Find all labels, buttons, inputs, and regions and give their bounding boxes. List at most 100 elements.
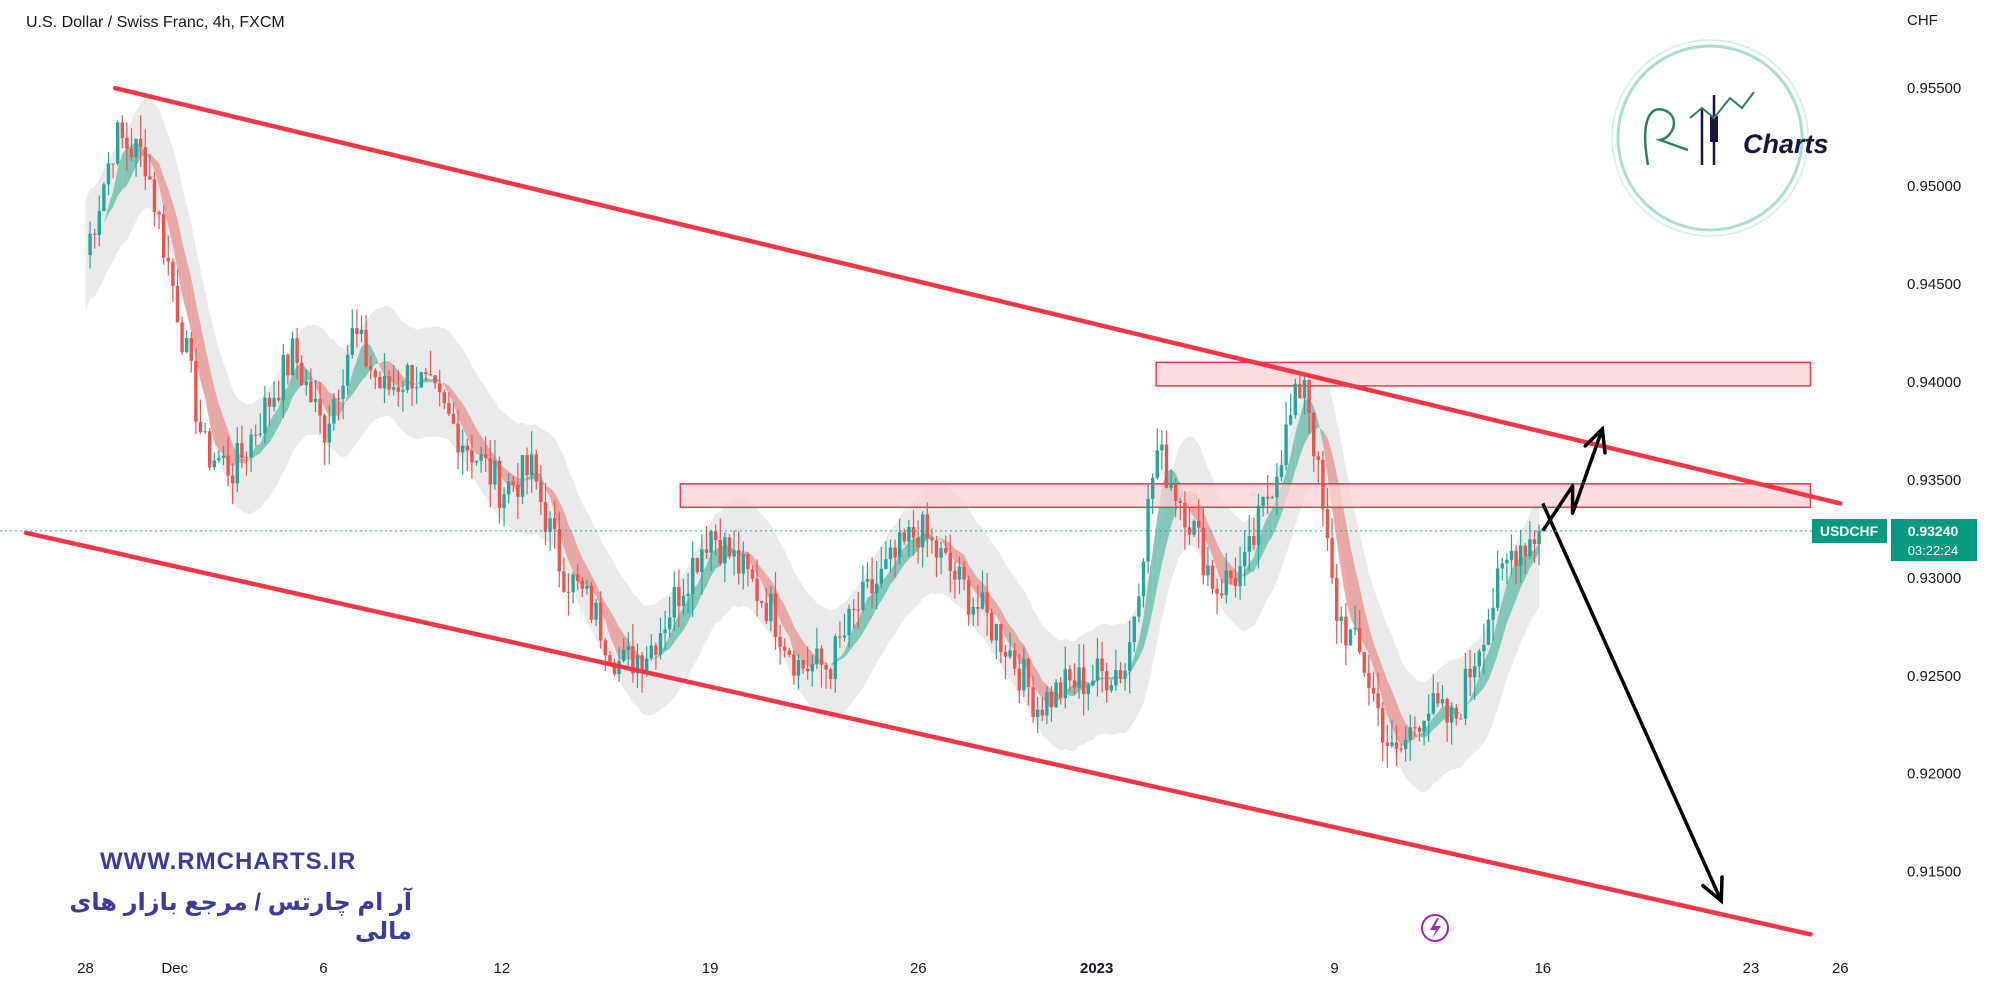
candle-bull — [1482, 644, 1486, 652]
candle-bear — [1357, 627, 1362, 652]
candle-bull — [1353, 627, 1357, 630]
candle-bear — [727, 537, 732, 557]
resistance-zone-2 — [679, 483, 1812, 509]
ribbon-segment — [950, 543, 955, 562]
ribbon-segment — [1005, 618, 1011, 645]
candle-bear — [1178, 500, 1182, 503]
candle-bull — [1192, 520, 1196, 535]
ribbon-segment — [1488, 637, 1494, 680]
ribbon-segment — [683, 600, 689, 630]
candle-bull — [1045, 692, 1049, 716]
ribbon-segment — [1249, 557, 1254, 574]
resistance-zones[interactable] — [679, 361, 1812, 509]
envelope-band — [85, 98, 1540, 793]
currency-label: CHF — [1907, 12, 1938, 29]
ribbon-segment — [1382, 667, 1388, 716]
candle-bull — [920, 514, 925, 548]
candle-bear — [562, 571, 566, 592]
time-axis-ticks[interactable]: 28 Dec 6 12 19 26 2023 9 16 23 26 — [77, 960, 1848, 977]
candle-bear — [911, 527, 916, 538]
ribbon-segment — [706, 552, 712, 587]
candle-bear — [1058, 682, 1063, 699]
candle-bull — [879, 568, 883, 584]
projection-arrows[interactable] — [1541, 425, 1724, 905]
candle-bear — [1344, 616, 1348, 646]
candle-bull — [1293, 383, 1297, 416]
candle-bear — [1376, 693, 1380, 709]
candle-bull — [221, 455, 226, 458]
candle-bull — [1077, 667, 1081, 688]
ribbon-segment — [379, 361, 385, 376]
candle-bear — [1219, 593, 1224, 596]
ribbon-segment — [1391, 690, 1397, 738]
candle-bear — [985, 592, 989, 613]
candle-bull — [626, 646, 630, 650]
candle-bear — [612, 662, 617, 675]
candle-bear — [516, 484, 520, 497]
candle-bear — [92, 233, 97, 235]
candle-bear — [805, 668, 810, 672]
candle-bear — [428, 374, 433, 376]
ribbon-segment — [1525, 551, 1530, 579]
ribbon-segment — [1364, 609, 1369, 654]
price-tick-label: 0.91500 — [1907, 864, 1961, 881]
candle-bear — [267, 397, 272, 407]
candle-bull — [134, 138, 138, 158]
candle-bear — [1068, 669, 1072, 681]
candle-bear — [1031, 687, 1035, 718]
ribbon-segment — [849, 625, 854, 652]
candle-bear — [575, 574, 580, 582]
candle-bear — [244, 457, 249, 459]
candle-bull — [888, 547, 893, 560]
candle-bull — [520, 454, 525, 497]
ribbon-segment — [1516, 557, 1521, 600]
candle-bull — [994, 624, 998, 641]
ribbon-segment — [697, 573, 702, 605]
candle-bull — [1426, 713, 1431, 721]
ribbon-segment — [1493, 618, 1498, 669]
candle-bull — [1528, 539, 1532, 557]
candle-bull — [1440, 699, 1445, 704]
ribbon-segment — [807, 647, 813, 668]
channel-lines[interactable] — [23, 85, 1843, 937]
ribbon-segment — [1479, 661, 1484, 694]
ribbon-segment — [784, 605, 790, 637]
lightning-icon[interactable] — [1421, 914, 1449, 942]
ribbon-segment — [384, 361, 390, 381]
candle-bull — [957, 566, 962, 580]
candle-bull — [115, 122, 120, 164]
ribbon-segment — [568, 524, 574, 572]
ribbon-segment — [103, 205, 109, 224]
logo-candle-body — [1710, 116, 1718, 142]
ribbon-segment — [1134, 640, 1139, 667]
candle-bear — [488, 458, 492, 485]
candle-bull — [1279, 465, 1284, 477]
candle-bull — [865, 579, 870, 582]
time-tick-label: 16 — [1534, 960, 1551, 977]
candle-bear — [373, 370, 377, 377]
ribbon-segment — [154, 158, 160, 186]
symbol-title[interactable]: U.S. Dollar / Swiss Franc, 4h, FXCM — [26, 14, 285, 31]
ribbon-segment — [1387, 680, 1392, 727]
candle-bull — [493, 460, 497, 485]
candle-bear — [437, 383, 442, 393]
candle-bull — [1348, 629, 1353, 646]
candle-bear — [856, 609, 860, 611]
candle-bull — [1284, 424, 1288, 466]
envelope-area — [85, 98, 1540, 793]
candle-bull — [1275, 476, 1279, 498]
candle-bear — [1173, 484, 1178, 501]
time-tick-label: 26 — [910, 960, 927, 977]
candle-bear — [819, 648, 824, 665]
ribbon-segment — [425, 377, 431, 383]
ribbon-segment — [1244, 563, 1250, 578]
candle-bull — [345, 354, 350, 386]
candle-bull — [571, 574, 575, 593]
candle-bull — [971, 606, 975, 615]
price-axis-ticks[interactable]: 0.95500 0.95000 0.94500 0.94000 0.93500 0.930… — [1907, 80, 1961, 881]
ribbon-segment — [1378, 655, 1383, 701]
lightning-glyph — [1430, 918, 1441, 939]
candle-bear — [396, 387, 400, 392]
